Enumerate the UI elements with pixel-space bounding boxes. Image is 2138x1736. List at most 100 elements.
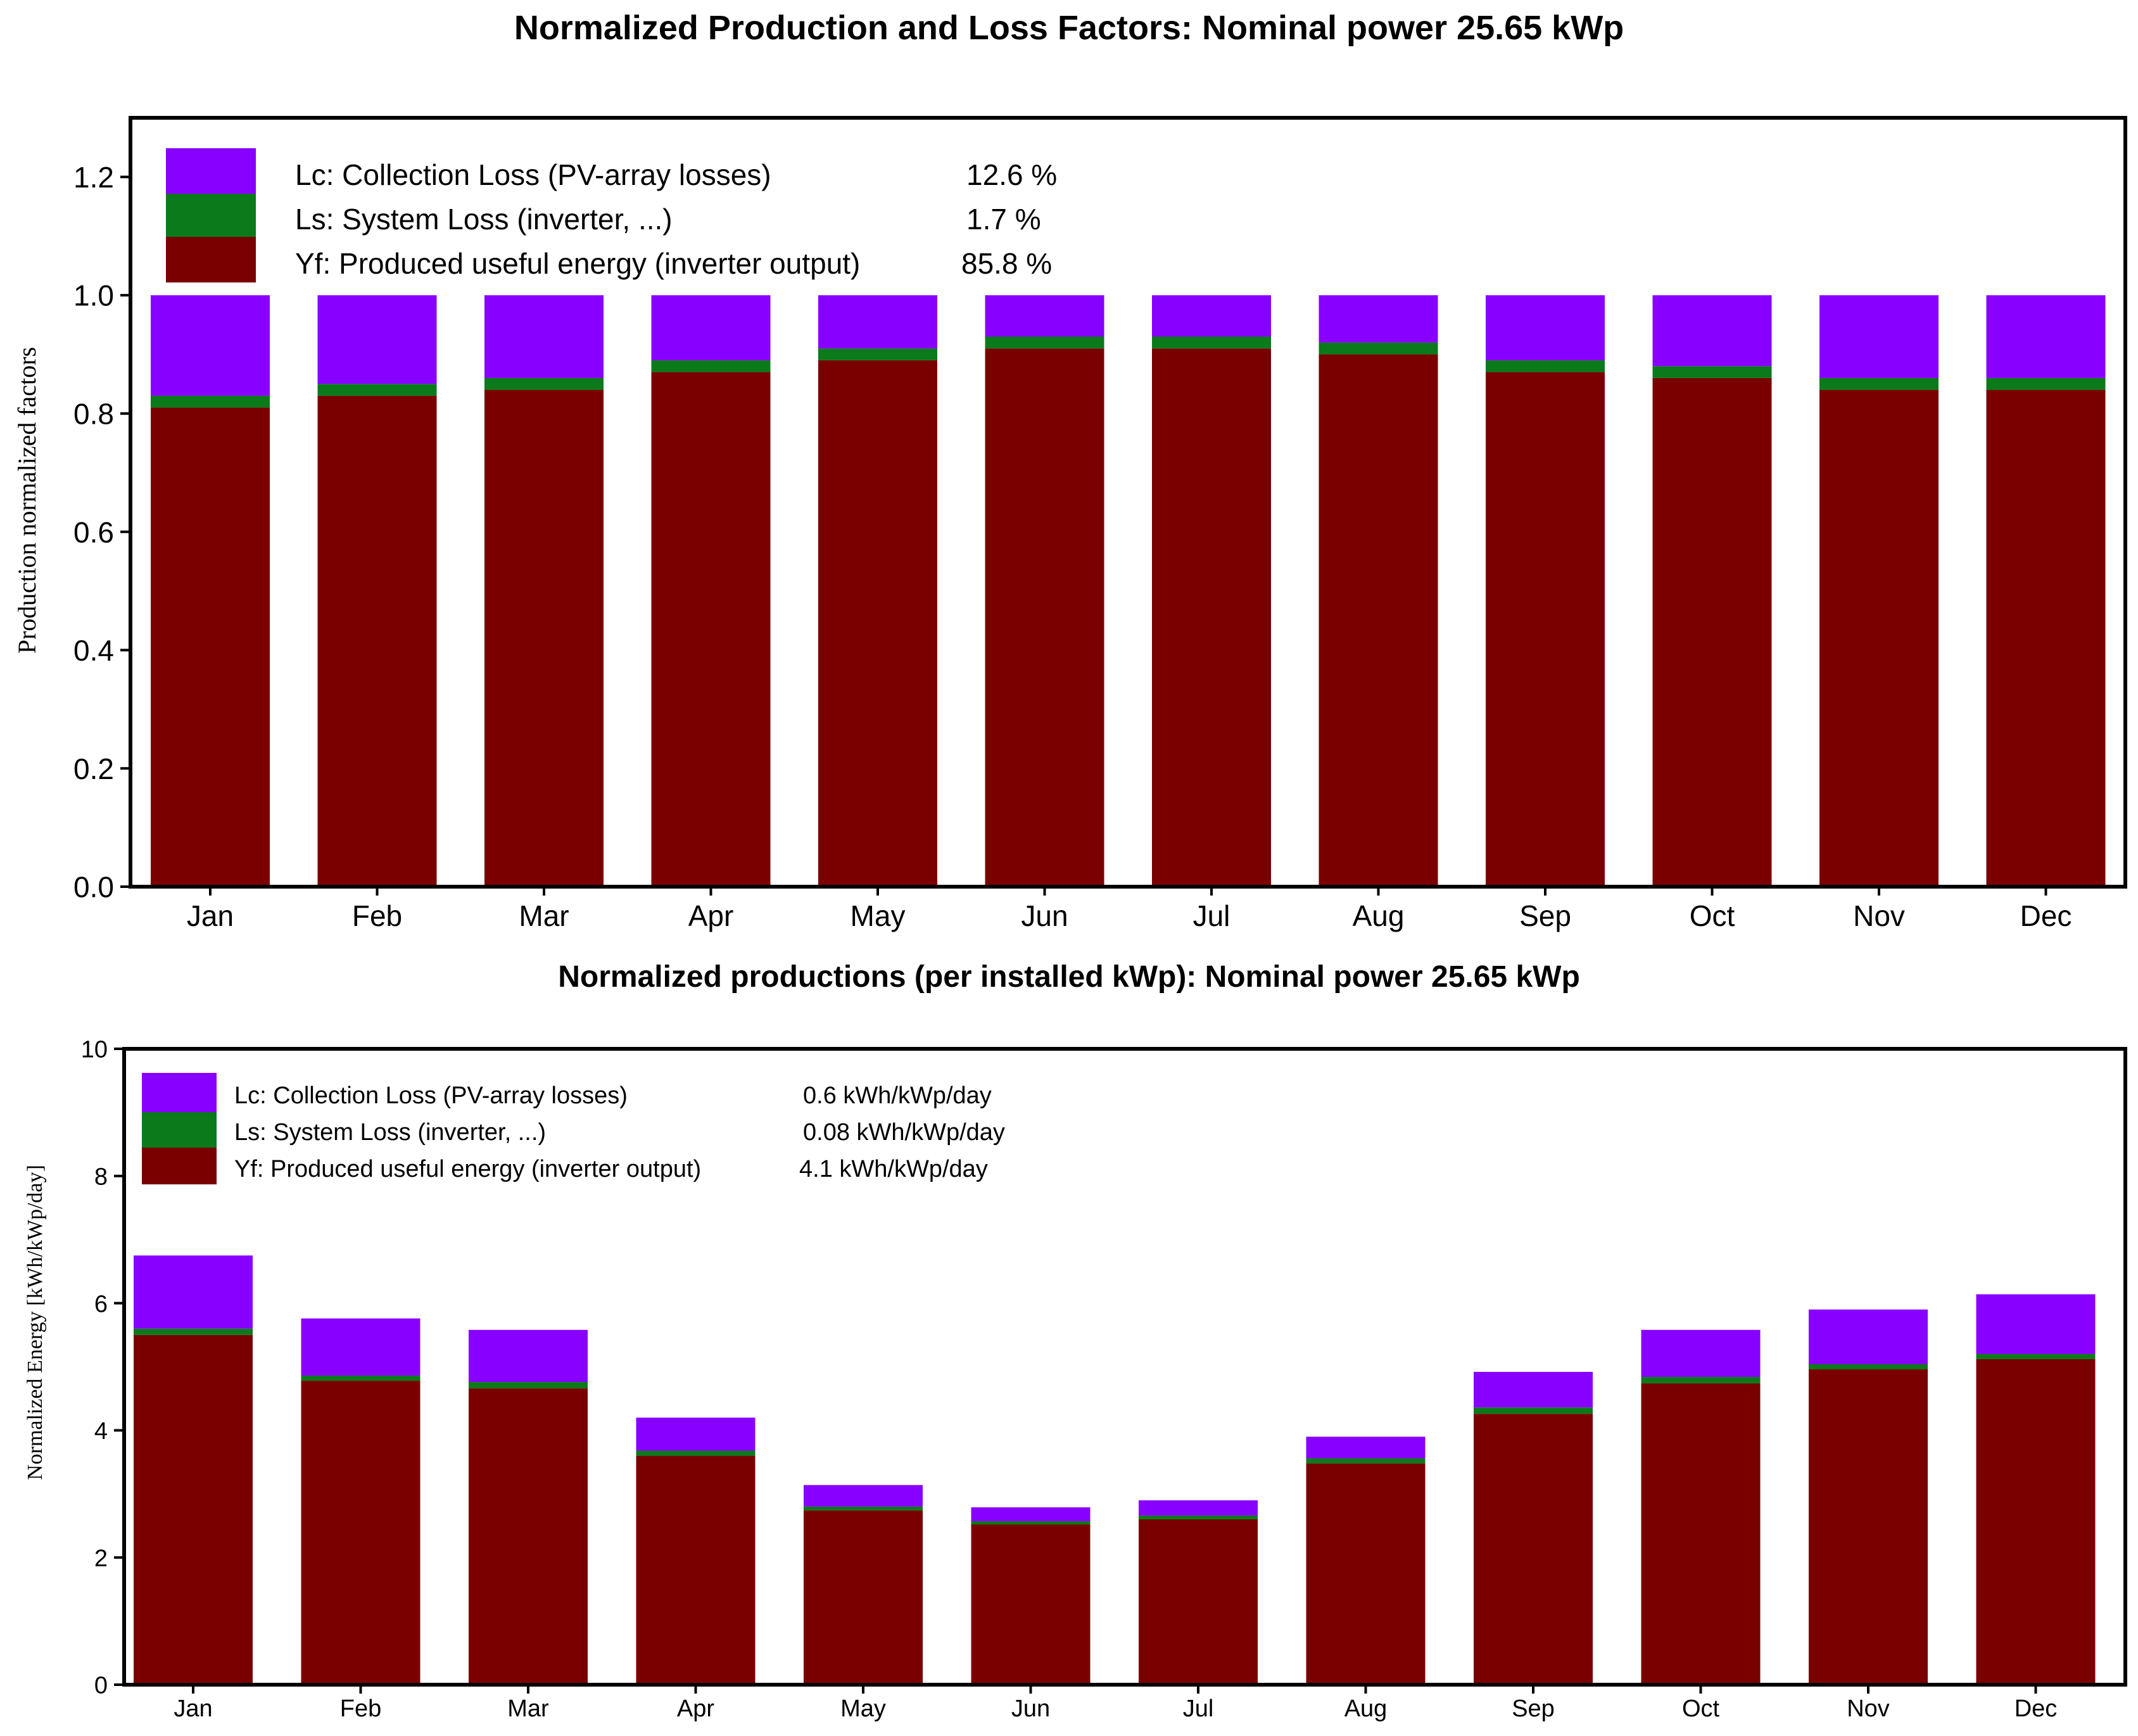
bar-yf-aug — [1306, 1463, 1426, 1685]
bar-yf-apr — [636, 1455, 756, 1685]
y-tick-label: 1.0 — [73, 279, 114, 312]
bar-ls-oct — [1652, 366, 1772, 378]
x-tick-label-nov: Nov — [1847, 1695, 1890, 1722]
bar-ls-jan — [151, 395, 270, 408]
bar-ls-jun — [971, 1521, 1091, 1524]
bar-ls-apr — [636, 1450, 756, 1456]
bar-ls-oct — [1641, 1377, 1761, 1384]
bar-lc-nov — [1809, 1309, 1928, 1364]
x-tick-label-jun: Jun — [1011, 1695, 1050, 1722]
x-tick-label-sep: Sep — [1512, 1695, 1555, 1722]
y-tick-label: 0.2 — [73, 752, 114, 785]
chart-bottom-legend: Lc: Collection Loss (PV-array losses) 0.… — [142, 1073, 1005, 1184]
bar-lc-feb — [317, 295, 437, 384]
chart-top-x-ticks: Jan Feb Mar Apr May Jun Jul Aug Sep Oct Nov Dec — [187, 887, 2072, 932]
chart-top-plot-frame — [129, 116, 2127, 889]
legend-swatch-yf — [166, 237, 256, 282]
bar-ls-dec — [1976, 1353, 2096, 1359]
x-tick-label-aug: Aug — [1353, 899, 1405, 932]
chart-top-y-axis-label: Production normalized factors — [13, 347, 41, 654]
chart-top: Normalized Production and Loss Factors: … — [13, 9, 2127, 932]
x-tick-label-dec: Dec — [2020, 899, 2072, 932]
bar-lc-oct — [1641, 1329, 1761, 1378]
y-tick-label: 6 — [94, 1291, 108, 1317]
bar-lc-feb — [301, 1318, 421, 1376]
y-tick-label: 1.2 — [73, 161, 114, 194]
bar-yf-may — [804, 1510, 923, 1685]
bar-ls-sep — [1486, 360, 1605, 372]
chart-bottom-title: Normalized productions (per installed kW… — [558, 960, 1580, 994]
bar-ls-mar — [484, 377, 604, 390]
bar-lc-jul — [1139, 1500, 1258, 1516]
legend-value-ls: 1.7 % — [966, 203, 1041, 236]
bar-ls-nov — [1809, 1364, 1928, 1370]
chart-bottom: Normalized productions (per installed kW… — [23, 960, 2127, 1722]
bar-lc-may — [804, 1485, 923, 1507]
bar-lc-jan — [134, 1255, 253, 1329]
y-tick-label: 8 — [94, 1163, 108, 1190]
y-tick-label: 0.8 — [73, 397, 114, 430]
bar-lc-sep — [1486, 295, 1605, 360]
bar-lc-aug — [1319, 295, 1438, 343]
legend-value-yf: 85.8 % — [961, 247, 1052, 280]
bar-yf-sep — [1474, 1414, 1593, 1685]
bar-ls-may — [818, 348, 937, 360]
bar-yf-feb — [301, 1381, 421, 1685]
x-tick-label-nov: Nov — [1853, 899, 1905, 932]
bar-lc-jan — [151, 295, 270, 396]
bar-ls-feb — [317, 384, 437, 396]
bar-ls-jan — [134, 1328, 253, 1335]
bar-lc-apr — [636, 1417, 756, 1451]
bar-yf-jun — [985, 348, 1104, 887]
x-tick-label-may: May — [840, 1695, 886, 1722]
x-tick-label-feb: Feb — [352, 899, 402, 932]
bar-yf-jan — [151, 407, 270, 887]
bar-ls-may — [804, 1506, 923, 1511]
x-tick-label-oct: Oct — [1682, 1695, 1720, 1722]
bar-yf-oct — [1652, 377, 1772, 887]
bar-yf-dec — [1986, 390, 2106, 887]
bar-yf-sep — [1486, 372, 1605, 887]
bar-yf-mar — [484, 390, 604, 887]
bar-yf-jan — [134, 1334, 253, 1685]
chart-top-legend: Lc: Collection Loss (PV-array losses) 12… — [166, 148, 1057, 282]
legend-label-yf: Yf: Produced useful energy (inverter out… — [234, 1156, 701, 1182]
x-tick-label-may: May — [851, 899, 906, 932]
legend-value-lc: 12.6 % — [966, 158, 1057, 191]
bar-lc-jun — [985, 295, 1104, 337]
bar-ls-jun — [985, 336, 1104, 349]
x-tick-label-jan: Jan — [174, 1695, 212, 1722]
legend-label-lc: Lc: Collection Loss (PV-array losses) — [295, 158, 771, 191]
x-tick-label-oct: Oct — [1690, 899, 1735, 932]
legend-label-lc: Lc: Collection Loss (PV-array losses) — [234, 1082, 628, 1109]
y-tick-label: 0.6 — [73, 516, 114, 548]
y-tick-label: 2 — [94, 1545, 108, 1572]
bar-yf-jul — [1139, 1519, 1258, 1685]
bar-yf-jul — [1152, 348, 1271, 887]
chart-bottom-y-axis-label: Normalized Energy [kWh/kWp/day] — [23, 1165, 47, 1480]
chart-bottom-bars — [134, 1255, 2096, 1685]
x-tick-label-dec: Dec — [2015, 1695, 2058, 1722]
bar-lc-apr — [651, 295, 771, 360]
x-tick-label-sep: Sep — [1519, 899, 1571, 932]
y-tick-label: 0.0 — [73, 871, 114, 904]
x-tick-label-jul: Jul — [1193, 899, 1230, 932]
legend-value-yf: 4.1 kWh/kWp/day — [799, 1156, 988, 1182]
bar-ls-feb — [301, 1376, 421, 1381]
bar-yf-nov — [1819, 390, 1939, 887]
bar-lc-mar — [484, 295, 604, 378]
bar-yf-feb — [317, 395, 437, 887]
chart-bottom-plot-frame — [122, 1047, 2127, 1687]
legend-value-lc: 0.6 kWh/kWp/day — [803, 1082, 992, 1109]
bar-yf-jun — [971, 1524, 1091, 1685]
bar-lc-dec — [1986, 295, 2106, 378]
y-tick-label: 0 — [94, 1673, 108, 1699]
bar-yf-nov — [1809, 1369, 1928, 1685]
bar-yf-mar — [469, 1388, 588, 1685]
y-tick-label: 10 — [81, 1037, 108, 1063]
bar-ls-apr — [651, 360, 771, 372]
bar-ls-jul — [1139, 1515, 1258, 1519]
bar-lc-dec — [1976, 1294, 2096, 1354]
y-tick-label: 0.4 — [73, 634, 114, 667]
legend-label-yf: Yf: Produced useful energy (inverter out… — [295, 247, 860, 280]
